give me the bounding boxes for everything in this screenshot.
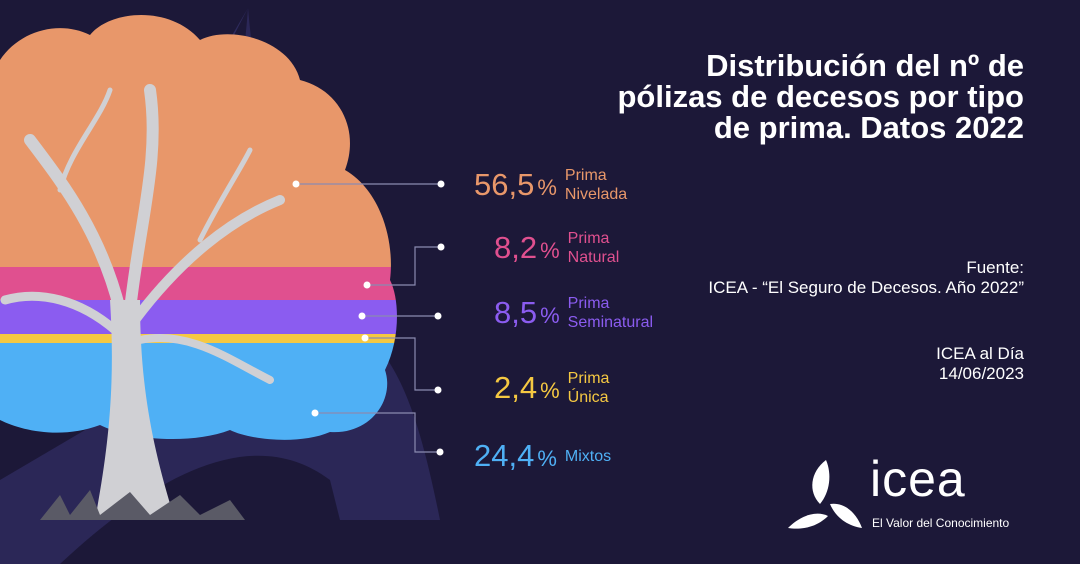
source-label: Fuente: [966, 258, 1024, 277]
name-line2: Única [567, 389, 609, 406]
name-line1: Mixtos [564, 447, 612, 465]
name-line2: Natural [567, 249, 620, 266]
label-mixtos: 24,4% Mixtos [474, 438, 611, 474]
label-nivelada: 56,5% Prima Nivelada [474, 166, 627, 204]
grass [40, 490, 245, 520]
logo-word: icea [870, 451, 966, 507]
leaf-logo-icon [788, 460, 862, 529]
source: Fuente: ICEA - “El Seguro de Decesos. Añ… [664, 258, 1024, 298]
value-natural: 8,2% [494, 230, 560, 265]
segment-seminatural [0, 300, 397, 334]
logo-tagline: El Valor del Conocimiento [872, 516, 1010, 530]
label-seminatural: 8,5% Prima Seminatural [494, 294, 653, 332]
name-line2: Seminatural [567, 314, 654, 331]
segment-natural [0, 267, 397, 300]
publication-date: 14/06/2023 [938, 364, 1024, 383]
source-text: ICEA - “El Seguro de Decesos. Año 2022” [708, 278, 1024, 297]
name-line2: Nivelada [564, 186, 628, 203]
label-natural: 8,2% Prima Natural [494, 229, 619, 267]
value-unica: 2,4% [494, 370, 560, 405]
publication-name: ICEA al Día [936, 344, 1024, 363]
chart-title: Distribución del nº de pólizas de deceso… [617, 48, 1024, 145]
value-nivelada: 56,5% [474, 167, 557, 202]
name-line1: Prima [567, 230, 610, 247]
leader-lines [296, 183, 441, 453]
name-line1: Prima [564, 167, 607, 184]
tree-trunk [0, 84, 285, 520]
segment-unica [0, 334, 397, 343]
icea-logo: icea El Valor del Conocimiento [786, 451, 1009, 535]
name-line1: Prima [567, 295, 610, 312]
leader-dots [292, 180, 445, 456]
segment-mixtos [0, 343, 397, 440]
value-mixtos: 24,4% [474, 438, 557, 473]
value-seminatural: 8,5% [494, 295, 560, 330]
name-line1: Prima [567, 370, 610, 387]
tree-crown [0, 15, 397, 440]
label-unica: 2,4% Prima Única [494, 369, 609, 407]
publication-info: ICEA al Día 14/06/2023 [664, 344, 1024, 384]
segment-nivelada [0, 15, 397, 267]
